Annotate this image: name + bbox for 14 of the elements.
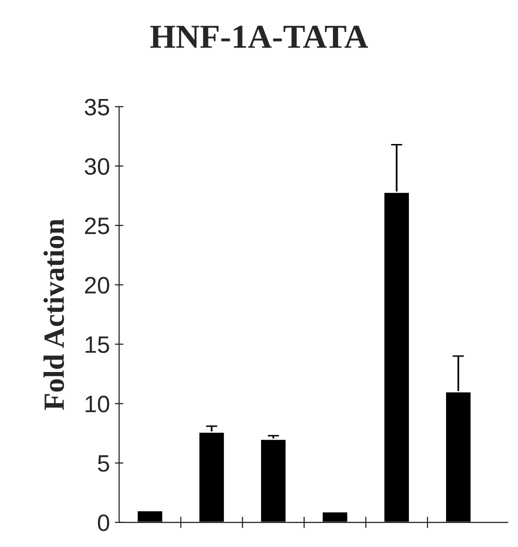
bar <box>260 438 287 522</box>
bar <box>136 510 164 522</box>
y-tick-label: 25 <box>85 218 110 234</box>
y-tick-label: 35 <box>84 98 110 116</box>
y-axis-title: Fold Activation <box>44 218 64 410</box>
y-tick-label: 10 <box>86 396 110 412</box>
y-tick-label: 30 <box>84 158 110 175</box>
y-tick-label: 5 <box>98 455 110 472</box>
y-tick-label: 15 <box>86 336 110 354</box>
bar <box>321 511 349 522</box>
y-tick-label: 20 <box>85 276 110 294</box>
y-tick-label: 0 <box>98 514 110 532</box>
chart-title: HNF-1A-TATA <box>150 26 368 48</box>
bar <box>198 431 226 522</box>
